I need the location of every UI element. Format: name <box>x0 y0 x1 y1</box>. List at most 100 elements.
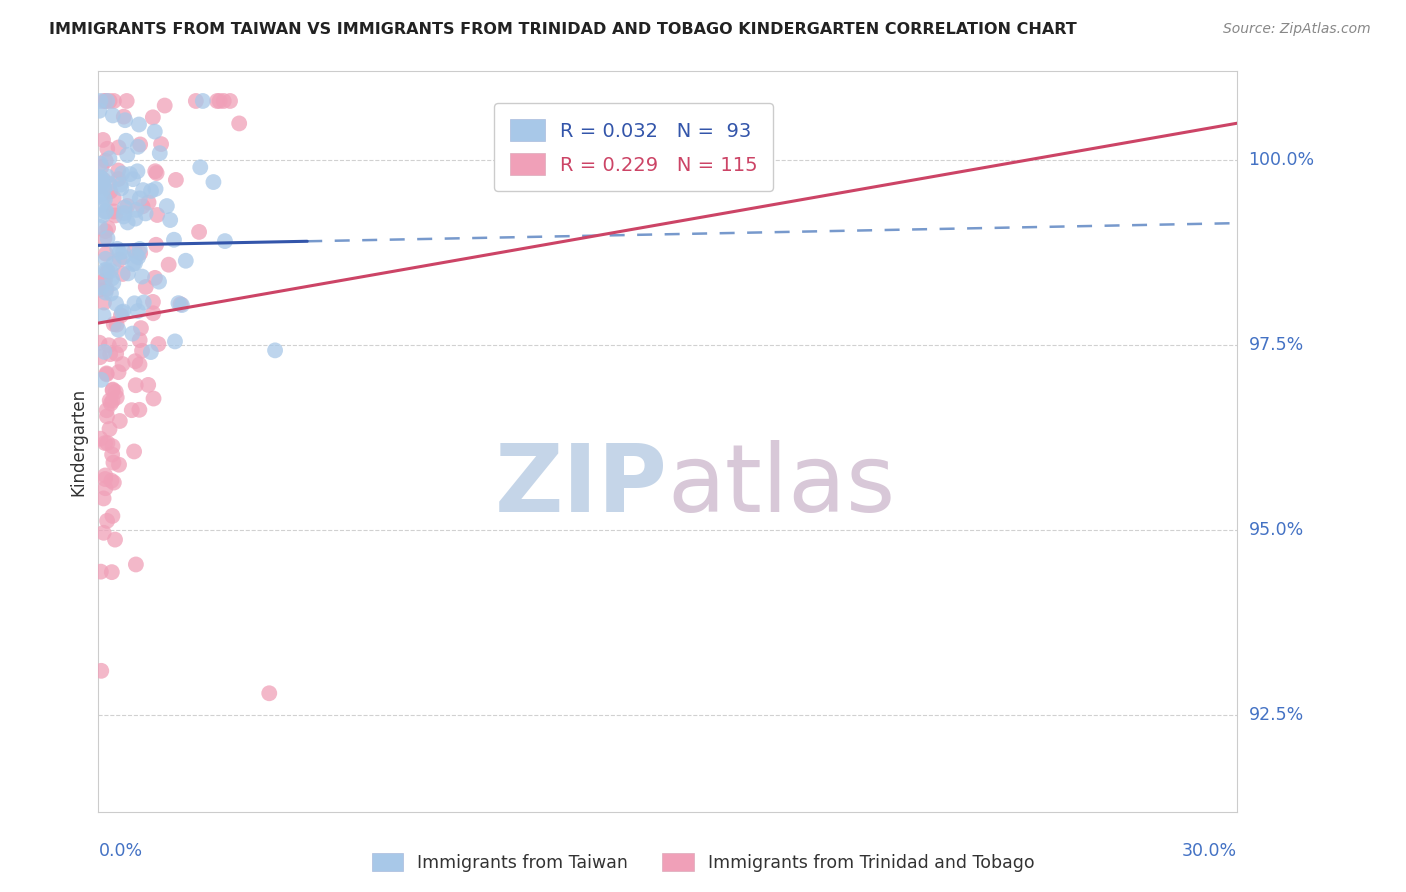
Point <box>188 225 211 239</box>
Point <box>101 383 124 397</box>
Point <box>94 193 117 207</box>
Point <box>94 224 117 238</box>
Point <box>148 337 170 351</box>
Point <box>101 384 124 398</box>
Point <box>98 185 121 199</box>
Point <box>128 333 150 347</box>
Point <box>143 164 166 178</box>
Point <box>98 152 121 166</box>
Point <box>94 94 117 108</box>
Point <box>127 140 149 154</box>
Point <box>110 309 132 323</box>
Point <box>111 267 134 281</box>
Point <box>94 468 117 483</box>
Point <box>131 269 153 284</box>
Point <box>101 393 124 408</box>
Point <box>174 253 197 268</box>
Point <box>105 296 128 310</box>
Point <box>124 211 146 226</box>
Point <box>118 167 141 181</box>
Point <box>135 280 157 294</box>
Point <box>128 191 150 205</box>
Point <box>94 472 117 486</box>
Point <box>135 206 157 220</box>
Point <box>139 345 162 359</box>
Point <box>93 344 115 359</box>
Point <box>142 306 165 320</box>
Point <box>93 94 115 108</box>
Point <box>93 525 115 540</box>
Point <box>145 237 167 252</box>
Point <box>129 246 152 260</box>
Point <box>89 335 111 350</box>
Point <box>127 164 149 178</box>
Point <box>96 94 118 108</box>
Point <box>108 338 131 352</box>
Point <box>129 137 152 152</box>
Point <box>163 334 186 349</box>
Point <box>184 94 207 108</box>
Point <box>100 286 122 301</box>
Point <box>89 103 111 118</box>
Point <box>100 396 122 410</box>
Point <box>125 378 148 392</box>
Point <box>96 142 118 156</box>
Point <box>148 275 170 289</box>
Point <box>105 391 128 405</box>
Point <box>100 474 122 488</box>
Text: ZIP: ZIP <box>495 440 668 532</box>
Point <box>120 190 142 204</box>
Point <box>128 358 150 372</box>
Point <box>93 173 115 187</box>
Point <box>112 244 135 259</box>
Text: 0.0%: 0.0% <box>98 842 142 860</box>
Point <box>94 204 117 219</box>
Point <box>191 94 214 108</box>
Point <box>208 94 231 108</box>
Point <box>101 565 124 579</box>
Point <box>132 295 155 310</box>
Text: IMMIGRANTS FROM TAIWAN VS IMMIGRANTS FROM TRINIDAD AND TOBAGO KINDERGARTEN CORRE: IMMIGRANTS FROM TAIWAN VS IMMIGRANTS FRO… <box>49 22 1077 37</box>
Point <box>125 202 148 217</box>
Point <box>122 172 145 186</box>
Point <box>89 219 111 234</box>
Point <box>103 317 125 331</box>
Point <box>145 166 167 180</box>
Point <box>91 133 114 147</box>
Point <box>105 346 128 360</box>
Point <box>139 184 162 198</box>
Point <box>117 148 139 162</box>
Point <box>94 273 117 287</box>
Point <box>112 110 135 124</box>
Point <box>124 256 146 270</box>
Point <box>125 558 148 572</box>
Point <box>98 177 121 191</box>
Text: 95.0%: 95.0% <box>1249 522 1303 540</box>
Point <box>142 392 165 406</box>
Point <box>89 94 111 108</box>
Point <box>108 414 131 428</box>
Point <box>228 116 250 130</box>
Point <box>90 565 112 579</box>
Point <box>112 206 135 220</box>
Point <box>169 297 191 311</box>
Point <box>94 153 117 168</box>
Point <box>103 456 125 470</box>
Point <box>105 318 128 332</box>
Point <box>101 508 124 523</box>
Text: Source: ZipAtlas.com: Source: ZipAtlas.com <box>1223 22 1371 37</box>
Point <box>114 200 136 214</box>
Point <box>117 199 139 213</box>
Point <box>127 250 149 264</box>
Point <box>91 209 114 223</box>
Point <box>111 305 134 319</box>
Point <box>97 264 120 278</box>
Point <box>127 304 149 318</box>
Point <box>94 436 117 450</box>
Point <box>96 367 118 381</box>
Point <box>112 304 135 318</box>
Point <box>100 264 122 278</box>
Point <box>149 146 172 161</box>
Point <box>132 183 155 197</box>
Point <box>94 285 117 300</box>
